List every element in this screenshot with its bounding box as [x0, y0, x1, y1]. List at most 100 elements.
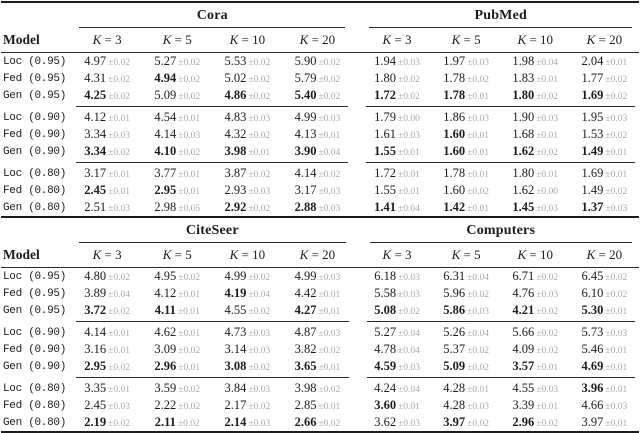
metric-value: 1.53 — [581, 127, 604, 141]
metric-value: 4.62 — [154, 325, 177, 339]
table-row: Loc (0.90) 4.14 ±0.01 4.62 ±0.01 4.73 ±0.03 4.8… — [1, 324, 639, 341]
group-header-row: CiteSeer Computers — [1, 218, 639, 243]
column-gap — [353, 324, 363, 341]
separator-rule — [72, 160, 352, 165]
metric-value: 1.69 — [581, 88, 604, 102]
metric-cell: 4.80 ±0.02 — [72, 268, 142, 286]
model-column-header: Model — [1, 243, 73, 268]
metric-value: 2.96 — [154, 359, 177, 373]
metric-cell: 5.79 ±0.02 — [282, 70, 352, 87]
metric-error: ±0.03 — [398, 363, 420, 373]
metric-error: ±0.03 — [605, 204, 628, 214]
metric-value: 1.78 — [443, 71, 466, 85]
metric-value: 4.54 — [154, 110, 177, 124]
k-column-header: K = 3 — [72, 28, 143, 53]
metric-value: 3.98 — [224, 144, 247, 158]
metric-error: ±0.01 — [178, 187, 201, 197]
metric-error: ±0.01 — [318, 307, 341, 317]
table-row: Gen (0.90) 2.95 ±0.02 2.96 ±0.01 3.08 ±0.02 3.6… — [1, 358, 639, 375]
metric-cell: 2.14 ±0.03 — [212, 414, 282, 432]
metric-error: ±0.02 — [248, 363, 271, 373]
metric-cell: 1.45 ±0.03 — [501, 199, 570, 217]
metric-value: 4.13 — [294, 127, 317, 141]
row-label: Fed (0.80) — [3, 184, 67, 197]
metric-value: 1.79 — [374, 110, 397, 124]
metric-cell: 4.14 ±0.01 — [72, 324, 142, 341]
metric-error: ±0.02 — [467, 346, 489, 356]
metric-error: ±0.04 — [536, 58, 559, 68]
metric-cell: 4.32 ±0.02 — [212, 126, 282, 143]
row-label: Fed (0.95) — [3, 287, 67, 300]
metric-error: ±0.02 — [536, 346, 559, 356]
metric-cell: 4.62 ±0.01 — [142, 324, 212, 341]
metric-value: 4.09 — [512, 342, 535, 356]
metric-value: 4.19 — [224, 286, 247, 300]
metric-cell: 2.88 ±0.03 — [282, 199, 352, 217]
metric-error: ±0.02 — [536, 329, 559, 339]
metric-error: ±0.01 — [467, 170, 489, 180]
metric-cell: 3.77 ±0.01 — [142, 165, 212, 182]
metric-cell: 4.86 ±0.02 — [212, 87, 282, 104]
metric-cell: 1.80 ±0.02 — [362, 70, 431, 87]
metric-cell: 2.51 ±0.03 — [72, 199, 142, 217]
metric-cell: 3.84 ±0.03 — [212, 380, 282, 397]
metric-value: 5.96 — [443, 286, 466, 300]
metric-value: 4.42 — [294, 286, 317, 300]
k-column-header: K = 3 — [72, 243, 143, 268]
metric-error: ±0.03 — [605, 114, 628, 124]
metric-value: 1.62 — [512, 183, 535, 197]
metric-error: ±0.03 — [248, 385, 271, 395]
k-variable: K — [92, 247, 102, 262]
metric-error: ±0.02 — [318, 75, 341, 85]
metric-error: ±0.01 — [178, 329, 201, 339]
metric-error: ±0.02 — [467, 363, 489, 373]
k-variable: K — [162, 32, 172, 47]
metric-value: 6.10 — [581, 286, 604, 300]
row-label: Gen (0.80) — [3, 201, 67, 214]
metric-error: ±0.01 — [178, 114, 201, 124]
metric-value: 2.51 — [84, 200, 107, 214]
k-value: = 3 — [391, 247, 412, 262]
metric-cell: 5.73 ±0.03 — [570, 324, 639, 341]
metric-cell: 1.69 ±0.01 — [570, 165, 639, 182]
metric-cell: 1.60 ±0.01 — [432, 126, 501, 143]
metric-cell: 3.09 ±0.02 — [142, 341, 212, 358]
metric-error: ±0.02 — [248, 58, 271, 68]
row-label: Loc (0.80) — [3, 382, 67, 395]
metric-value: 3.84 — [224, 381, 247, 395]
metric-cell: 2.22 ±0.02 — [142, 397, 212, 414]
metric-error: ±0.05 — [178, 204, 201, 214]
metric-value: 1.80 — [374, 71, 397, 85]
metric-value: 4.95 — [154, 269, 177, 283]
metric-cell: 2.04 ±0.01 — [570, 53, 639, 71]
metric-value: 3.39 — [512, 398, 535, 412]
metric-cell: 3.90 ±0.04 — [282, 143, 352, 160]
metric-cell: 2.95 ±0.01 — [142, 182, 212, 199]
rule-line — [76, 162, 349, 163]
metric-value: 4.76 — [512, 286, 535, 300]
metric-value: 4.14 — [84, 325, 107, 339]
metric-error: ±0.03 — [398, 290, 420, 300]
metric-cell: 1.80 ±0.02 — [501, 87, 570, 104]
column-gap — [353, 285, 363, 302]
metric-value: 2.95 — [84, 359, 107, 373]
metric-cell: 3.82 ±0.02 — [282, 341, 352, 358]
k-column-header: K = 5 — [142, 28, 213, 53]
metric-value: 2.92 — [224, 200, 247, 214]
table-row: Gen (0.80) 2.19 ±0.02 2.11 ±0.02 2.14 ±0.03 2.6… — [1, 414, 639, 432]
metric-cell: 3.98 ±0.02 — [282, 380, 352, 397]
block-separator-row — [1, 104, 639, 109]
metric-error: ±0.04 — [467, 273, 489, 283]
table-row: Fed (0.95) 4.31 ±0.02 4.94 ±0.02 5.02 ±0.02 5.7… — [1, 70, 639, 87]
row-label: Loc (0.95) — [3, 55, 67, 68]
metric-cell: 4.83 ±0.03 — [212, 109, 282, 126]
row-label: Gen (0.95) — [3, 89, 67, 102]
table-row: Loc (0.95) 4.80 ±0.02 4.95 ±0.02 4.99 ±0.02 4.9… — [1, 268, 639, 286]
metric-error: ±0.03 — [108, 204, 130, 214]
metric-error: ±0.02 — [177, 419, 200, 429]
k-variable: K — [451, 32, 461, 47]
metric-cell: 4.10 ±0.02 — [142, 143, 212, 160]
metric-value: 3.34 — [84, 144, 107, 158]
metric-cell: 4.12 ±0.01 — [72, 109, 142, 126]
